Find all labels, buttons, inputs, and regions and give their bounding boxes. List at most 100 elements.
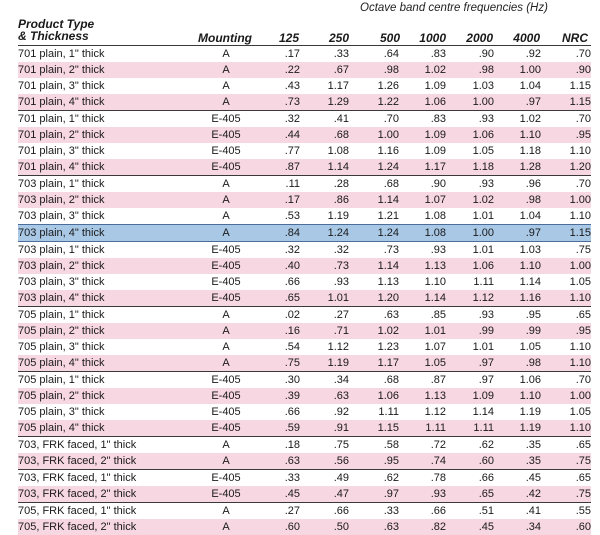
1000-cell: .93 — [399, 242, 446, 259]
125-cell: .84 — [266, 225, 300, 242]
mounting-cell: A — [186, 453, 266, 470]
mounting-cell: A — [186, 307, 266, 324]
250-cell: 1.08 — [300, 143, 349, 159]
mounting-cell: E-405 — [186, 372, 266, 389]
2000-cell: 1.00 — [446, 94, 494, 111]
1000-cell: 1.07 — [399, 339, 446, 355]
1000-cell: 1.17 — [399, 159, 446, 176]
1000-cell: .72 — [399, 437, 446, 454]
product-name-cell: 705, FRK faced, 2" thick — [18, 519, 186, 535]
mounting-cell: A — [186, 62, 266, 78]
2000-cell: .93 — [446, 111, 494, 128]
4000-cell: 1.06 — [494, 372, 541, 389]
header-125: 125 — [262, 32, 299, 44]
1000-cell: 1.08 — [399, 225, 446, 242]
500-cell: .62 — [349, 470, 399, 487]
250-cell: 1.01 — [300, 290, 349, 307]
250-cell: .34 — [300, 372, 349, 389]
mounting-cell: E-405 — [186, 159, 266, 176]
4000-cell: 1.00 — [494, 62, 541, 78]
125-cell: .11 — [266, 176, 300, 193]
4000-cell: .41 — [494, 503, 541, 520]
1000-cell: .87 — [399, 372, 446, 389]
500-cell: 1.20 — [349, 290, 399, 307]
product-name-cell: 705 plain, 2" thick — [18, 388, 186, 404]
nrc-cell: 1.10 — [541, 355, 591, 372]
4000-cell: .98 — [494, 192, 541, 208]
mounting-cell: A — [186, 78, 266, 94]
1000-cell: 1.05 — [399, 355, 446, 372]
500-cell: 1.24 — [349, 225, 399, 242]
product-name-cell: 701 plain, 3" thick — [18, 143, 186, 159]
nrc-cell: .70 — [541, 176, 591, 193]
500-cell: 1.02 — [349, 323, 399, 339]
250-cell: 1.17 — [300, 78, 349, 94]
nrc-cell: .75 — [541, 242, 591, 259]
4000-cell: 1.28 — [494, 159, 541, 176]
125-cell: .02 — [266, 307, 300, 324]
500-cell: .95 — [349, 453, 399, 470]
mounting-cell: E-405 — [186, 486, 266, 503]
product-name-cell: 701 plain, 2" thick — [18, 127, 186, 143]
500-cell: .68 — [349, 176, 399, 193]
2000-cell: 1.01 — [446, 242, 494, 259]
1000-cell: 1.11 — [399, 420, 446, 437]
product-name-cell: 701 plain, 3" thick — [18, 78, 186, 94]
500-cell: 1.22 — [349, 94, 399, 111]
1000-cell: 1.09 — [399, 78, 446, 94]
1000-cell: 1.07 — [399, 192, 446, 208]
absorption-table-view: Octave band centre frequencies (Hz) Prod… — [0, 0, 600, 522]
2000-cell: 1.12 — [446, 290, 494, 307]
nrc-cell: 1.15 — [541, 94, 591, 111]
1000-cell: 1.13 — [399, 258, 446, 274]
500-cell: .70 — [349, 111, 399, 128]
product-name-cell: 703 plain, 4" thick — [18, 225, 186, 242]
2000-cell: .62 — [446, 437, 494, 454]
1000-cell: 1.01 — [399, 323, 446, 339]
mounting-cell: A — [186, 94, 266, 111]
4000-cell: .35 — [494, 437, 541, 454]
mounting-cell: E-405 — [186, 143, 266, 159]
nrc-cell: .75 — [541, 453, 591, 470]
125-cell: .63 — [266, 453, 300, 470]
2000-cell: 1.03 — [446, 78, 494, 94]
product-name-cell: 705 plain, 3" thick — [18, 339, 186, 355]
4000-cell: .97 — [494, 225, 541, 242]
125-cell: .45 — [266, 486, 300, 503]
4000-cell: .99 — [494, 323, 541, 339]
nrc-cell: 1.10 — [541, 339, 591, 355]
500-cell: .33 — [349, 503, 399, 520]
nrc-cell: .70 — [541, 111, 591, 128]
